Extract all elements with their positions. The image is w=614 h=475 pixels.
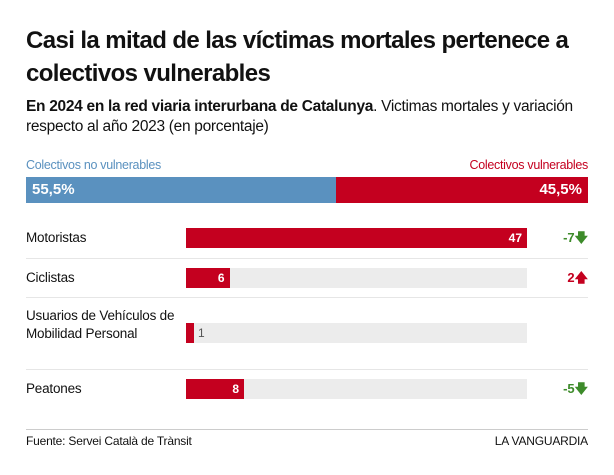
subtitle-rest: . Victimas mortales y variación respecto… bbox=[26, 98, 573, 135]
category-label: Peatones bbox=[26, 381, 82, 396]
chart-title: Casi la mitad de las víctimas mortales p… bbox=[26, 27, 569, 87]
stack-label: 55,5% bbox=[32, 181, 75, 198]
bar-value: 8 bbox=[232, 382, 240, 396]
brand: LA VANGUARDIA bbox=[494, 434, 588, 448]
bar bbox=[186, 323, 194, 343]
arrow-up-icon: 🡅 bbox=[574, 270, 588, 285]
arrow-down-icon: 🡇 bbox=[574, 230, 588, 245]
bar-track: 6 bbox=[186, 268, 527, 288]
bar bbox=[186, 228, 527, 248]
change-value: 2🡅 bbox=[567, 268, 588, 288]
source: Fuente: Servei Català de Trànsit bbox=[26, 434, 192, 448]
change-label: 2 bbox=[567, 270, 575, 285]
subtitle-bold: En 2024 en la red viaria interurbana de … bbox=[26, 98, 374, 115]
legend-vulnerable: Colectivos vulnerables bbox=[469, 158, 589, 172]
category-label: Motoristas bbox=[26, 230, 87, 245]
stack-segment-vulnerable: 45,5% bbox=[336, 177, 588, 203]
change-label: -5 bbox=[563, 381, 575, 396]
row-divider bbox=[26, 258, 588, 259]
change-label: -7 bbox=[563, 230, 575, 245]
category-label: Usuarios de Vehículos de Mobilidad Perso… bbox=[26, 308, 175, 341]
stack-segment-non-vulnerable: 55,5% bbox=[26, 177, 336, 203]
row-divider bbox=[26, 369, 588, 370]
row-divider bbox=[26, 297, 588, 298]
chart-subtitle: En 2024 en la red viaria interurbana de … bbox=[26, 97, 596, 137]
change-value: -7🡇 bbox=[563, 228, 588, 248]
footer-divider bbox=[26, 429, 588, 430]
bar bbox=[186, 379, 245, 399]
bar-value: 6 bbox=[217, 271, 225, 285]
arrow-down-icon: 🡇 bbox=[574, 381, 588, 396]
bar-track: 8 bbox=[186, 379, 527, 399]
bar-track: 1 bbox=[186, 323, 527, 343]
bar-value: 47 bbox=[508, 231, 522, 245]
category-label: Ciclistas bbox=[26, 270, 75, 285]
legend-non-vulnerable: Colectivos no vulnerables bbox=[26, 158, 161, 172]
change-value: -5🡇 bbox=[563, 379, 588, 399]
bar bbox=[186, 268, 230, 288]
bar-value: 1 bbox=[198, 326, 205, 340]
bar-track: 47 bbox=[186, 228, 527, 248]
stack-label: 45,5% bbox=[539, 181, 582, 198]
